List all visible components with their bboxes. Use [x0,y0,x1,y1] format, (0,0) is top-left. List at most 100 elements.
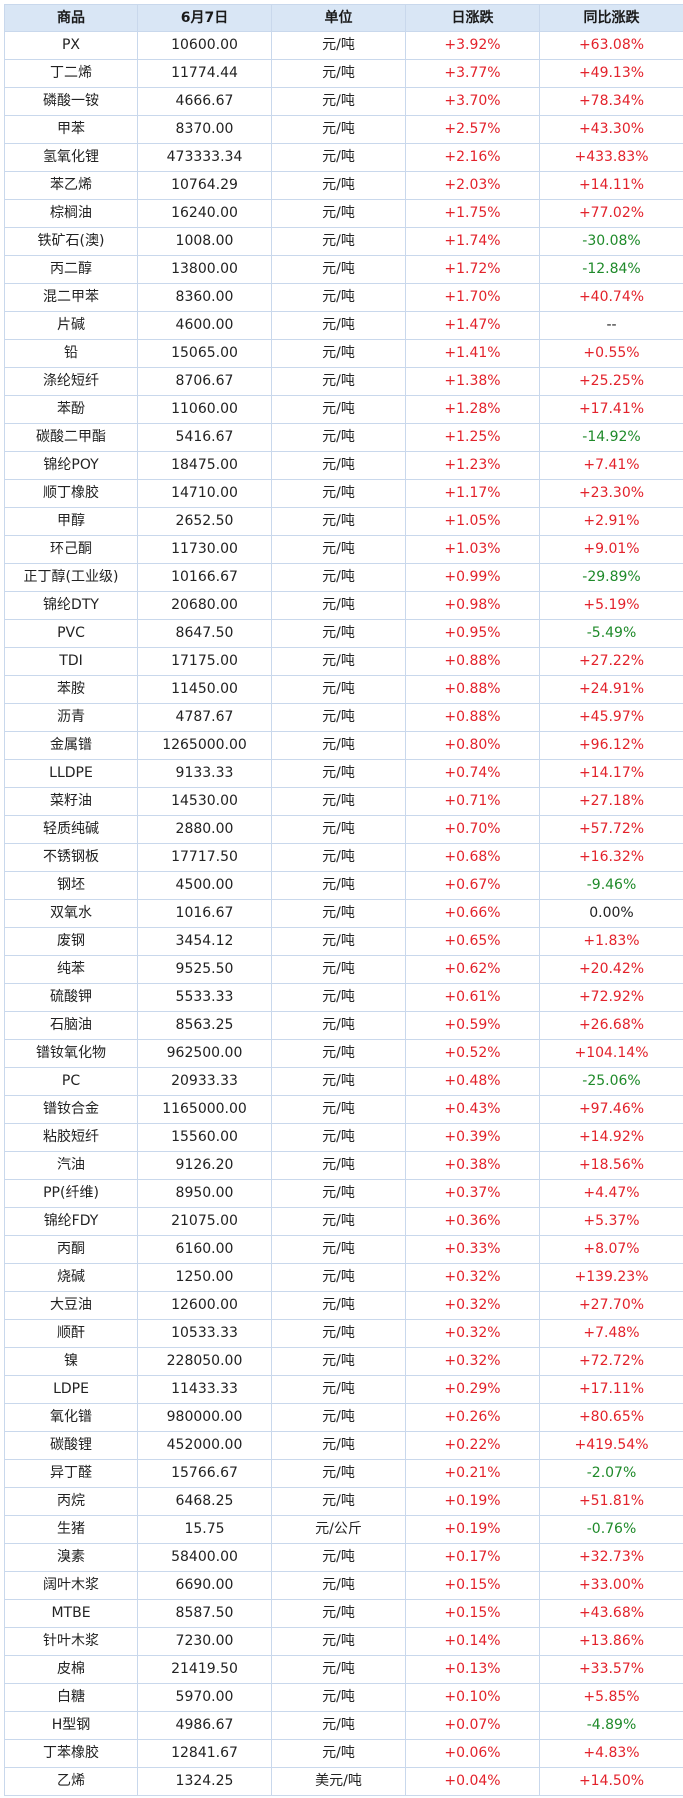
unit-value: 元/吨 [272,1460,406,1488]
price-value: 10764.29 [138,172,272,200]
price-value: 4787.67 [138,704,272,732]
commodity-name: 废钢 [4,928,138,956]
commodity-name: 苯酚 [4,396,138,424]
table-row: 碳酸二甲酯 5416.67 元/吨 +1.25% -14.92% [4,424,683,452]
commodity-name: 镨钕氧化物 [4,1040,138,1068]
table-row: 针叶木浆 7230.00 元/吨 +0.14% +13.86% [4,1628,683,1656]
yoy-change-value: +57.72% [540,816,683,844]
commodity-name: 丙酮 [4,1236,138,1264]
price-value: 12600.00 [138,1292,272,1320]
yoy-change-value: +43.30% [540,116,683,144]
yoy-change-value: +72.72% [540,1348,683,1376]
daily-change-value: +0.88% [406,676,540,704]
unit-value: 元/吨 [272,1572,406,1600]
table-row: PX 10600.00 元/吨 +3.92% +63.08% [4,32,683,60]
table-row: 丁二烯 11774.44 元/吨 +3.77% +49.13% [4,60,683,88]
price-value: 9126.20 [138,1152,272,1180]
commodity-name: PC [4,1068,138,1096]
table-row: LLDPE 9133.33 元/吨 +0.74% +14.17% [4,760,683,788]
table-row: 甲苯 8370.00 元/吨 +2.57% +43.30% [4,116,683,144]
daily-change-value: +2.57% [406,116,540,144]
commodity-name: MTBE [4,1600,138,1628]
table-row: PC 20933.33 元/吨 +0.48% -25.06% [4,1068,683,1096]
daily-change-value: +0.17% [406,1544,540,1572]
table-row: LDPE 11433.33 元/吨 +0.29% +17.11% [4,1376,683,1404]
price-value: 8360.00 [138,284,272,312]
daily-change-value: +1.17% [406,480,540,508]
daily-change-value: +1.28% [406,396,540,424]
price-value: 17175.00 [138,648,272,676]
price-value: 6690.00 [138,1572,272,1600]
yoy-change-value: +26.68% [540,1012,683,1040]
unit-value: 元/吨 [272,676,406,704]
unit-value: 元/吨 [272,1376,406,1404]
daily-change-value: +0.15% [406,1600,540,1628]
price-value: 4600.00 [138,312,272,340]
yoy-change-value: +1.83% [540,928,683,956]
table-row: 铁矿石(澳) 1008.00 元/吨 +1.74% -30.08% [4,228,683,256]
yoy-change-value: +25.25% [540,368,683,396]
table-row: 丁苯橡胶 12841.67 元/吨 +0.06% +4.83% [4,1740,683,1768]
yoy-change-value: +33.57% [540,1656,683,1684]
header-unit: 单位 [272,4,406,32]
commodity-name: 棕榈油 [4,200,138,228]
daily-change-value: +1.70% [406,284,540,312]
yoy-change-value: +43.68% [540,1600,683,1628]
yoy-change-value: +51.81% [540,1488,683,1516]
daily-change-value: +0.33% [406,1236,540,1264]
yoy-change-value: -4.89% [540,1712,683,1740]
price-value: 15.75 [138,1516,272,1544]
price-value: 1016.67 [138,900,272,928]
unit-value: 元/吨 [272,1684,406,1712]
unit-value: 元/吨 [272,1180,406,1208]
yoy-change-value: +63.08% [540,32,683,60]
price-value: 10533.33 [138,1320,272,1348]
unit-value: 元/吨 [272,396,406,424]
daily-change-value: +0.14% [406,1628,540,1656]
daily-change-value: +1.23% [406,452,540,480]
commodity-name: 碳酸锂 [4,1432,138,1460]
yoy-change-value: +9.01% [540,536,683,564]
price-value: 452000.00 [138,1432,272,1460]
yoy-change-value: +419.54% [540,1432,683,1460]
yoy-change-value: +72.92% [540,984,683,1012]
table-row: 顺酐 10533.33 元/吨 +0.32% +7.48% [4,1320,683,1348]
table-row: 镨钕合金 1165000.00 元/吨 +0.43% +97.46% [4,1096,683,1124]
unit-value: 元/吨 [272,424,406,452]
price-value: 18475.00 [138,452,272,480]
unit-value: 元/吨 [272,1600,406,1628]
price-value: 15560.00 [138,1124,272,1152]
commodity-name: 环己酮 [4,536,138,564]
table-row: 苯胺 11450.00 元/吨 +0.88% +24.91% [4,676,683,704]
daily-change-value: +0.80% [406,732,540,760]
yoy-change-value: +27.70% [540,1292,683,1320]
table-header-row: 商品 6月7日 单位 日涨跌 同比涨跌 [4,4,683,32]
price-value: 12841.67 [138,1740,272,1768]
unit-value: 元/吨 [272,732,406,760]
unit-value: 元/吨 [272,1404,406,1432]
price-value: 6160.00 [138,1236,272,1264]
yoy-change-value: +5.85% [540,1684,683,1712]
price-value: 14530.00 [138,788,272,816]
unit-value: 元/吨 [272,1264,406,1292]
table-row: 废钢 3454.12 元/吨 +0.65% +1.83% [4,928,683,956]
table-row: TDI 17175.00 元/吨 +0.88% +27.22% [4,648,683,676]
table-row: 锦纶FDY 21075.00 元/吨 +0.36% +5.37% [4,1208,683,1236]
unit-value: 元/吨 [272,816,406,844]
price-value: 473333.34 [138,144,272,172]
commodity-name: 铁矿石(澳) [4,228,138,256]
table-row: 汽油 9126.20 元/吨 +0.38% +18.56% [4,1152,683,1180]
commodity-name: 丙二醇 [4,256,138,284]
yoy-change-value: +23.30% [540,480,683,508]
yoy-change-value: +5.19% [540,592,683,620]
unit-value: 元/吨 [272,284,406,312]
yoy-change-value: -2.07% [540,1460,683,1488]
unit-value: 元/吨 [272,1348,406,1376]
daily-change-value: +0.04% [406,1768,540,1796]
price-value: 8563.25 [138,1012,272,1040]
price-value: 11730.00 [138,536,272,564]
commodity-name: PP(纤维) [4,1180,138,1208]
table-row: 混二甲苯 8360.00 元/吨 +1.70% +40.74% [4,284,683,312]
table-row: 生猪 15.75 元/公斤 +0.19% -0.76% [4,1516,683,1544]
commodity-name: 针叶木浆 [4,1628,138,1656]
